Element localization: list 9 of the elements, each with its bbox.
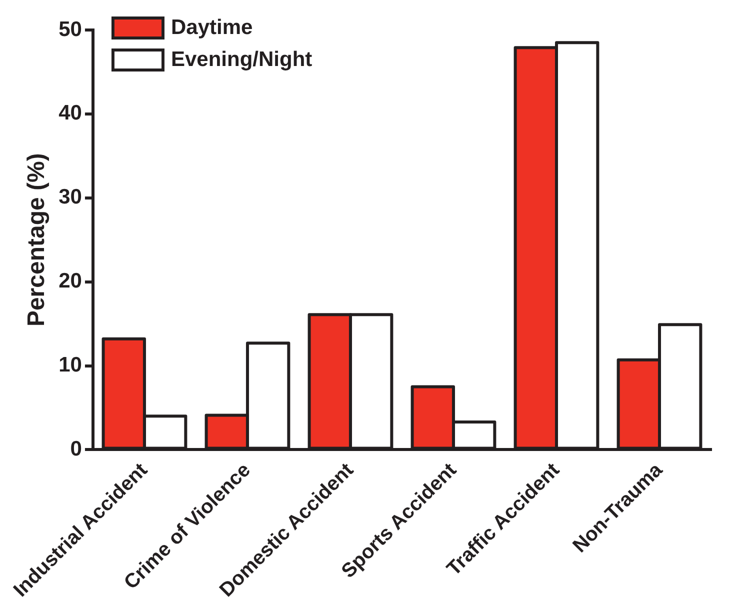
y-tick-label: 50 [58,18,82,41]
y-axis-title: Percentage (%) [22,153,50,327]
y-tick-label: 30 [58,186,82,209]
y-tick-label: 20 [58,270,82,293]
legend-label: Evening/Night [170,48,312,71]
y-tick-label: 10 [58,354,82,377]
y-tick-label: 0 [70,438,82,461]
legend-label: Daytime [170,16,253,39]
y-tick-label: 40 [58,102,82,125]
